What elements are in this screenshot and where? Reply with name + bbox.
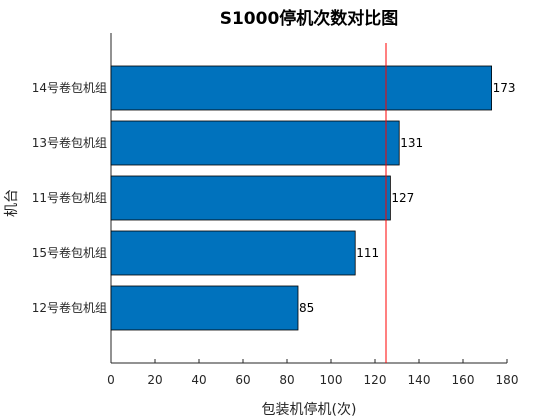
data-label: 111 [356,246,379,260]
x-tick-label: 100 [320,373,343,387]
x-tick-label: 140 [408,373,431,387]
x-tick-label: 80 [279,373,294,387]
data-label: 85 [299,301,314,315]
data-label: 131 [400,136,423,150]
category-label: 13号卷包机组 [32,135,107,150]
x-tick-label: 60 [235,373,250,387]
x-axis-label: 包装机停机(次) [262,401,357,418]
bar [110,120,400,166]
x-tick-label: 20 [147,373,162,387]
bar [110,65,493,111]
category-label: 15号卷包机组 [32,245,107,260]
x-tick-label: 180 [496,373,519,387]
plot-area: 0 20 40 60 80 100 120 140 160 180 14号卷包机组 173 13号卷包机… [32,33,519,387]
category-label: 14号卷包机组 [32,80,107,95]
bar [110,285,299,331]
bar [110,175,391,221]
data-label: 127 [391,191,414,205]
y-axis-label: 机台 [4,189,20,217]
category-label: 11号卷包机组 [32,190,107,205]
x-tick-label: 160 [452,373,475,387]
category-label: 12号卷包机组 [32,300,107,315]
chart-title: S1000停机次数对比图 [220,8,399,29]
bar [110,230,356,276]
x-tick-label: 0 [107,373,115,387]
x-tick-label: 120 [364,373,387,387]
x-tick-label: 40 [191,373,206,387]
data-label: 173 [493,81,516,95]
